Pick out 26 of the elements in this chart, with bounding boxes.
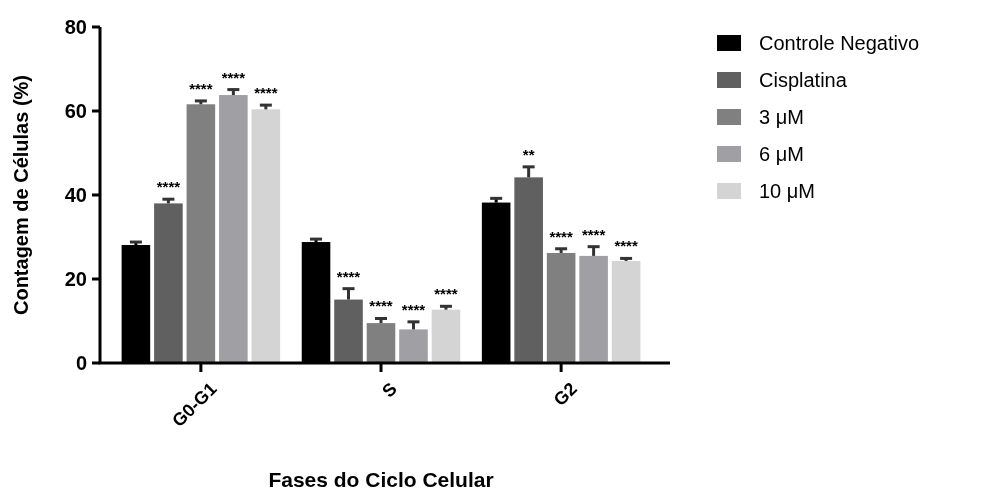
data-label: **** xyxy=(254,84,278,102)
y-tick-label: 60 xyxy=(64,100,87,122)
data-label: **** xyxy=(581,225,606,243)
data-label: **** xyxy=(614,237,638,255)
y-axis-title: Contagem de Células (%) xyxy=(10,74,32,316)
data-label: **** xyxy=(189,79,213,97)
legend-label: 10 μM xyxy=(759,180,815,202)
y-tick-label: 0 xyxy=(75,352,87,374)
data-label: **** xyxy=(156,178,181,196)
data-label: **** xyxy=(221,68,246,86)
y-tick-label: 20 xyxy=(64,268,87,290)
y-tick-label: 80 xyxy=(64,16,87,38)
legend-label: Cisplatina xyxy=(759,69,848,91)
data-label: **** xyxy=(369,297,393,315)
data-label: ** xyxy=(522,145,535,163)
data-label: **** xyxy=(549,227,573,245)
legend-label: Controle Negativo xyxy=(759,32,920,54)
legend-label: 3 μM xyxy=(759,106,804,128)
data-label: **** xyxy=(336,267,361,285)
x-tick-label: S xyxy=(378,378,401,402)
data-label: **** xyxy=(434,285,458,303)
data-label: **** xyxy=(401,300,426,318)
y-tick-label: 40 xyxy=(64,184,87,206)
legend-label: 6 μM xyxy=(759,143,804,165)
x-tick-label: G2 xyxy=(549,378,581,410)
x-axis-title: Fases do Ciclo Celular xyxy=(268,468,494,491)
